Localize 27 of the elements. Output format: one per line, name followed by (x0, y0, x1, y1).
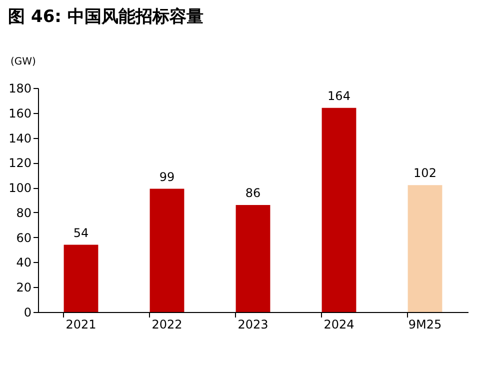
y-tick-label: 140 (8, 131, 32, 146)
bar (322, 108, 356, 312)
x-tick-label: 9M25 (408, 318, 442, 332)
y-tick-label: 0 (24, 306, 32, 320)
chart-title: 图 46: 中国风能招标容量 (8, 7, 204, 27)
bar (150, 188, 184, 312)
data-label: 164 (328, 88, 350, 103)
bar (64, 244, 98, 312)
bar (236, 204, 270, 312)
bar (408, 185, 442, 312)
y-tick-label: 60 (16, 230, 32, 245)
y-tick-label: 20 (16, 280, 32, 295)
y-tick-label: 100 (8, 181, 32, 196)
data-label: 86 (245, 186, 261, 200)
y-axis-title: (GW) (10, 56, 36, 68)
data-label: 54 (73, 226, 89, 240)
data-label: 99 (159, 170, 175, 184)
y-tick-label: 80 (16, 206, 32, 220)
y-tick-label: 160 (8, 106, 32, 120)
data-label: 102 (414, 166, 436, 180)
y-tick-label: 180 (8, 82, 32, 96)
x-tick-label: 2021 (66, 318, 96, 332)
x-tick-label: 2023 (238, 318, 268, 332)
x-tick-label: 2022 (152, 318, 182, 332)
x-tick-label: 2024 (324, 318, 354, 332)
y-tick-label: 40 (16, 256, 32, 270)
y-tick-label: 120 (8, 156, 32, 170)
